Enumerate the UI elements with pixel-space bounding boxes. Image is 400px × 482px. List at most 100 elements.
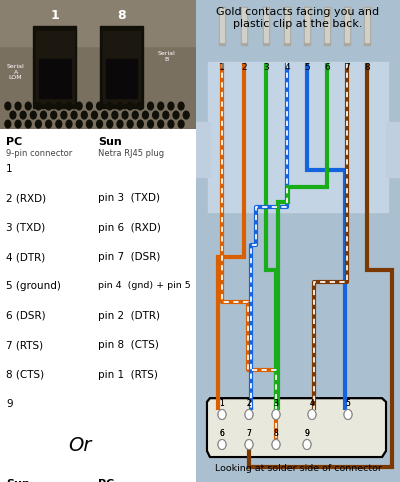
Circle shape [158, 120, 164, 128]
Circle shape [117, 120, 123, 128]
Circle shape [40, 111, 46, 119]
Text: 4: 4 [284, 63, 290, 71]
Text: Serial
A
LOM: Serial A LOM [7, 64, 24, 80]
Bar [219, 7, 225, 44]
Text: 4: 4 [310, 399, 314, 408]
Circle shape [51, 111, 57, 119]
Text: 7: 7 [344, 63, 350, 71]
Bar [364, 7, 370, 44]
Text: Serial
B: Serial B [158, 51, 176, 62]
Text: 6: 6 [220, 429, 224, 438]
Circle shape [245, 440, 253, 450]
Bar [208, 62, 388, 212]
Text: 2: 2 [247, 399, 251, 408]
Circle shape [112, 111, 118, 119]
Circle shape [107, 102, 113, 110]
Text: Sun: Sun [6, 479, 30, 482]
Bar [103, 31, 140, 103]
Text: Netra RJ45 plug: Netra RJ45 plug [98, 149, 164, 159]
Text: pin 8  (CTS): pin 8 (CTS) [98, 340, 159, 350]
Circle shape [20, 111, 26, 119]
Circle shape [76, 102, 82, 110]
Circle shape [61, 111, 67, 119]
Text: pin 1  (RTS): pin 1 (RTS) [98, 370, 158, 380]
Text: 9: 9 [304, 429, 310, 438]
Bar [324, 7, 330, 44]
Circle shape [137, 102, 143, 110]
Text: 1: 1 [220, 399, 224, 408]
Text: 9-pin connector: 9-pin connector [6, 149, 72, 159]
Bar [386, 122, 400, 177]
Circle shape [245, 440, 253, 450]
Text: 3 (TXD): 3 (TXD) [6, 223, 45, 233]
Text: 6: 6 [324, 63, 330, 71]
Text: 1: 1 [220, 399, 224, 408]
Polygon shape [207, 398, 386, 457]
Text: Or: Or [69, 436, 92, 455]
Bar [100, 26, 143, 108]
Bar [305, 8, 309, 42]
Bar [304, 7, 310, 44]
Circle shape [344, 410, 352, 419]
Circle shape [218, 410, 226, 419]
Bar [285, 8, 289, 42]
Text: 3: 3 [274, 399, 278, 408]
Circle shape [10, 111, 16, 119]
Text: pin 3  (TXD): pin 3 (TXD) [98, 193, 160, 203]
Circle shape [46, 120, 52, 128]
Circle shape [117, 102, 123, 110]
Circle shape [132, 111, 138, 119]
Circle shape [81, 111, 87, 119]
Circle shape [86, 120, 92, 128]
Circle shape [46, 102, 52, 110]
Bar [242, 8, 246, 42]
Text: 3: 3 [274, 399, 278, 408]
Text: 7 (RTS): 7 (RTS) [6, 340, 43, 350]
Circle shape [76, 120, 82, 128]
Circle shape [245, 410, 253, 419]
Circle shape [218, 440, 226, 450]
Circle shape [218, 440, 226, 450]
Text: 4 (DTR): 4 (DTR) [6, 252, 45, 262]
Text: 5: 5 [346, 399, 350, 408]
Text: Looking at solder side of connector: Looking at solder side of connector [214, 464, 382, 473]
Circle shape [5, 120, 11, 128]
Bar [220, 8, 224, 42]
Circle shape [25, 120, 31, 128]
Circle shape [183, 111, 189, 119]
Text: Gold contacts facing you and
plastic clip at the back.: Gold contacts facing you and plastic cli… [216, 7, 380, 28]
Text: 2: 2 [241, 63, 247, 71]
Text: pin 2  (DTR): pin 2 (DTR) [98, 311, 160, 321]
Circle shape [127, 102, 133, 110]
Text: 8: 8 [364, 63, 370, 71]
Text: 8: 8 [274, 429, 278, 438]
Circle shape [218, 410, 226, 419]
Circle shape [127, 120, 133, 128]
Bar [264, 8, 268, 42]
Circle shape [344, 410, 352, 419]
Text: 9: 9 [6, 399, 12, 409]
Text: 7: 7 [246, 429, 252, 438]
Text: 9: 9 [304, 429, 310, 438]
Text: 6 (DSR): 6 (DSR) [6, 311, 46, 321]
Circle shape [15, 102, 21, 110]
Text: 1: 1 [6, 164, 12, 174]
Circle shape [178, 102, 184, 110]
Circle shape [137, 120, 143, 128]
Circle shape [15, 120, 21, 128]
Circle shape [168, 102, 174, 110]
Text: 2 (RXD): 2 (RXD) [6, 193, 46, 203]
Text: 3: 3 [263, 63, 269, 71]
Bar [241, 7, 247, 44]
Circle shape [66, 102, 72, 110]
Circle shape [303, 440, 311, 450]
Bar [33, 26, 76, 108]
Circle shape [92, 111, 98, 119]
Circle shape [5, 102, 11, 110]
Circle shape [102, 111, 108, 119]
Text: PC: PC [6, 137, 22, 147]
Text: 4: 4 [310, 399, 314, 408]
Text: PC: PC [98, 479, 114, 482]
Text: 6: 6 [220, 429, 224, 438]
Text: 5 (ground): 5 (ground) [6, 281, 61, 292]
